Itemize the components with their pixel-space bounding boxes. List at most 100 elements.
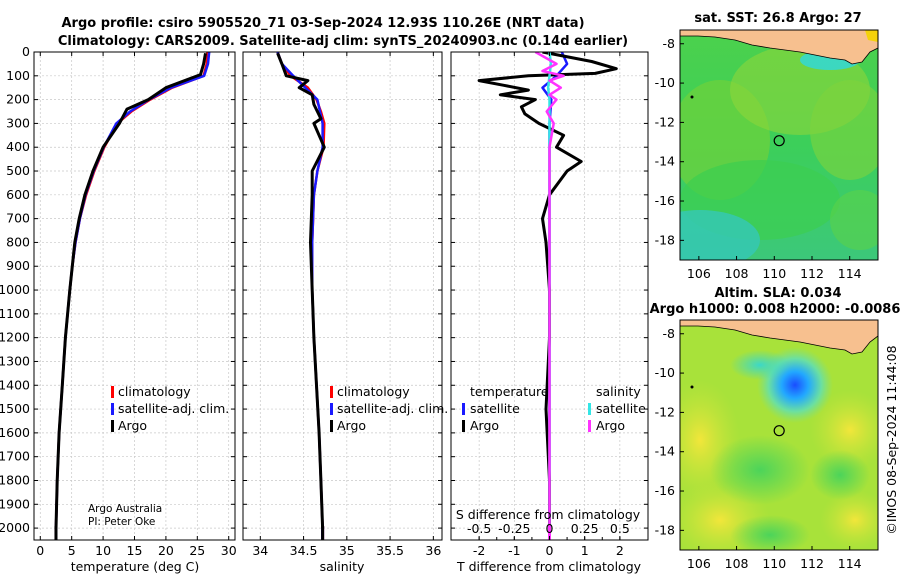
legend-swatch-argo xyxy=(330,420,333,432)
x-tick-label: 15 xyxy=(127,543,143,558)
x-tick-label: 2 xyxy=(616,543,624,558)
map-y-tick-label: -10 xyxy=(655,75,675,90)
temperature-xlabel: temperature (deg C) xyxy=(71,559,200,574)
x-tick-label: -1 xyxy=(508,543,520,558)
plot-frame xyxy=(242,51,443,541)
legend-label-t-argo: Argo xyxy=(470,418,499,433)
y-tick-label: 1100 xyxy=(0,306,30,321)
map-x-tick-label: 112 xyxy=(800,556,824,571)
y-tick-label: 400 xyxy=(6,139,30,154)
y-tick-label: 1700 xyxy=(0,449,30,464)
y-tick-label: 300 xyxy=(6,115,30,130)
map-y-tick-label: -18 xyxy=(655,232,675,247)
y-tick-label: 0 xyxy=(22,44,30,59)
s-tick-label: 0.25 xyxy=(571,521,599,536)
map-x-tick-label: 112 xyxy=(800,266,824,281)
y-tick-label: 1500 xyxy=(0,401,30,416)
y-tick-label: 900 xyxy=(6,258,30,273)
legend-label-satellite: satellite-adj. clim. xyxy=(118,401,229,416)
sla-map-field xyxy=(680,320,878,550)
legend-label-climatology: climatology xyxy=(337,384,410,399)
sst-map-argo-marker xyxy=(773,135,785,147)
legend-label-climatology: climatology xyxy=(118,384,191,399)
y-tick-label: 100 xyxy=(6,68,30,83)
x-tick-label: 35 xyxy=(339,543,355,558)
y-tick-label: 1800 xyxy=(0,472,30,487)
legend-swatch-s-argo xyxy=(588,420,591,432)
x-tick-label: 34.5 xyxy=(290,543,318,558)
legend-label-argo: Argo xyxy=(337,418,366,433)
y-tick-label: 1200 xyxy=(0,330,30,345)
sla-map-axes: 106 108 110 112 114 -8 -10 -12 -14 -16 -18 xyxy=(655,326,862,571)
map-y-tick-label: -18 xyxy=(655,522,675,537)
temperature-legend: climatology satellite-adj. clim. Argo xyxy=(111,384,229,433)
salinity-legend: climatology satellite-adj. clim. Argo xyxy=(330,384,448,433)
credit-line2: PI: Peter Oke xyxy=(88,516,155,528)
sst-map-frame xyxy=(679,29,879,261)
legend-label-argo: Argo xyxy=(118,418,147,433)
series-line-argo xyxy=(276,52,326,529)
legend-title-temperature: temperature xyxy=(470,384,549,399)
x-tick-label: 10 xyxy=(95,543,111,558)
series-line-argo xyxy=(54,52,207,529)
sst-map-field xyxy=(680,30,878,260)
y-tick-label: 500 xyxy=(6,163,30,178)
series-group xyxy=(477,52,618,540)
x-tick-label: 0 xyxy=(546,543,554,558)
sla-map-frame xyxy=(679,319,879,551)
x-tick-label: 36 xyxy=(425,543,441,558)
map-y-tick-label: -12 xyxy=(655,114,675,129)
x-tick-label: 20 xyxy=(158,543,174,558)
legend-swatch-argo xyxy=(111,420,114,432)
legend-swatch-t-argo xyxy=(462,420,465,432)
map-x-tick-label: 114 xyxy=(838,266,862,281)
difference-xlabel: T difference from climatology xyxy=(456,559,642,574)
sla-map-title-line1: Altim. SLA: 0.034 xyxy=(715,286,842,301)
sla-map-argo-marker xyxy=(773,425,785,437)
y-tick-label: 2000 xyxy=(0,520,30,535)
x-tick-label: 30 xyxy=(221,543,237,558)
x-tick-label: 25 xyxy=(189,543,205,558)
legend-swatch-s-satellite xyxy=(588,403,591,415)
legend-swatch-climatology xyxy=(111,386,114,398)
legend-swatch-satellite xyxy=(111,403,114,415)
map-x-tick-label: 108 xyxy=(725,556,749,571)
y-tick-label: 1000 xyxy=(0,282,30,297)
sst-map-title: sat. SST: 26.8 Argo: 27 xyxy=(694,11,861,26)
map-y-tick-label: -8 xyxy=(663,326,676,341)
y-tick-label: 1900 xyxy=(0,496,30,511)
imos-timestamp: ©IMOS 08-Sep-2024 11:44:08 xyxy=(884,345,899,534)
s-tick-label: 0 xyxy=(546,521,554,536)
y-tick-label: 1400 xyxy=(0,377,30,392)
y-tick-label: 1600 xyxy=(0,425,30,440)
y-tick-label: 700 xyxy=(6,211,30,226)
difference-legend: temperature satellite Argo salinity sate… xyxy=(462,384,646,433)
y-tick-label: 600 xyxy=(6,187,30,202)
map-y-tick-label: -14 xyxy=(655,444,675,459)
legend-label-t-satellite: satellite xyxy=(470,401,520,416)
legend-label-s-satellite: satellite xyxy=(596,401,646,416)
legend-swatch-satellite xyxy=(330,403,333,415)
map-y-tick-label: -8 xyxy=(663,36,676,51)
sst-map-axes: 106 108 110 112 114 -8 -10 -12 -14 -16 -18 xyxy=(655,36,862,281)
map-y-tick-label: -12 xyxy=(655,404,675,419)
legend-swatch-climatology xyxy=(330,386,333,398)
map-y-tick-label: -16 xyxy=(655,193,675,208)
difference-top-label: S difference from climatology xyxy=(456,507,641,522)
series-end-mark xyxy=(548,526,551,540)
s-tick-label: -0.25 xyxy=(498,521,530,536)
difference-panel: -2 -1 0 1 2 -0.5 -0.25 0 0.25 0.5 xyxy=(450,51,649,558)
legend-title-salinity: salinity xyxy=(596,384,641,399)
map-x-tick-label: 114 xyxy=(838,556,862,571)
salinity-panel: 34 34.5 35 35.5 36 xyxy=(242,51,443,558)
series-end-mark xyxy=(321,526,325,540)
series-end-mark xyxy=(54,526,58,540)
x-tick-label: 0 xyxy=(36,543,44,558)
y-tick-label: 1300 xyxy=(0,353,30,368)
figure-title-line2: Climatology: CARS2009. Satellite-adj cli… xyxy=(58,34,628,49)
legend-swatch-t-satellite xyxy=(462,403,465,415)
temperature-panel: 0 5 10 15 20 25 300100200300400500600700800900… xyxy=(0,44,237,558)
map-y-tick-label: -10 xyxy=(655,365,675,380)
salinity-xlabel: salinity xyxy=(320,559,365,574)
s-tick-label: 0.5 xyxy=(610,521,630,536)
